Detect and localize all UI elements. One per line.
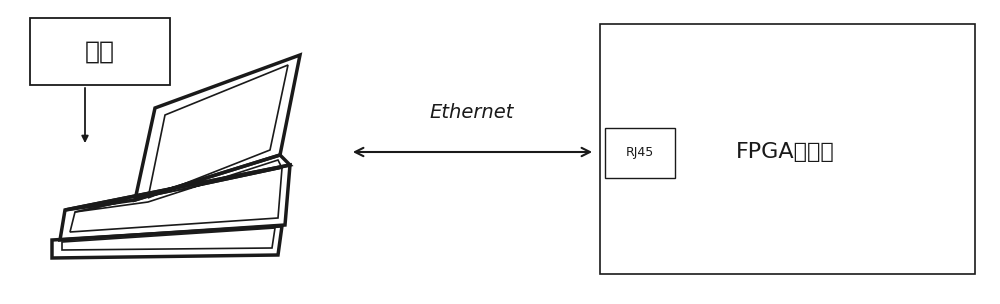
Text: FPGA解密机: FPGA解密机	[736, 142, 834, 162]
Text: RJ45: RJ45	[626, 146, 654, 159]
Bar	[30, 18, 170, 85]
Bar	[600, 24, 975, 274]
Bar	[605, 128, 675, 178]
Text: Ethernet: Ethernet	[430, 103, 514, 122]
Text: 密文: 密文	[85, 40, 115, 64]
